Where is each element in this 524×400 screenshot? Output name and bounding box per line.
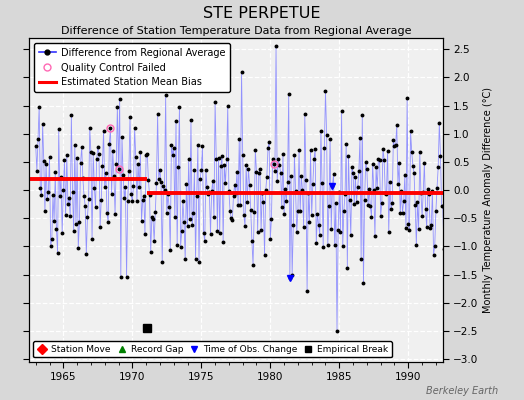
Y-axis label: Monthly Temperature Anomaly Difference (°C): Monthly Temperature Anomaly Difference (… [483,87,493,313]
Text: STE PERPETUE: STE PERPETUE [203,6,321,21]
Text: Berkeley Earth: Berkeley Earth [425,386,498,396]
Title: Difference of Station Temperature Data from Regional Average: Difference of Station Temperature Data f… [61,26,411,36]
Legend: Station Move, Record Gap, Time of Obs. Change, Empirical Break: Station Move, Record Gap, Time of Obs. C… [34,341,392,358]
